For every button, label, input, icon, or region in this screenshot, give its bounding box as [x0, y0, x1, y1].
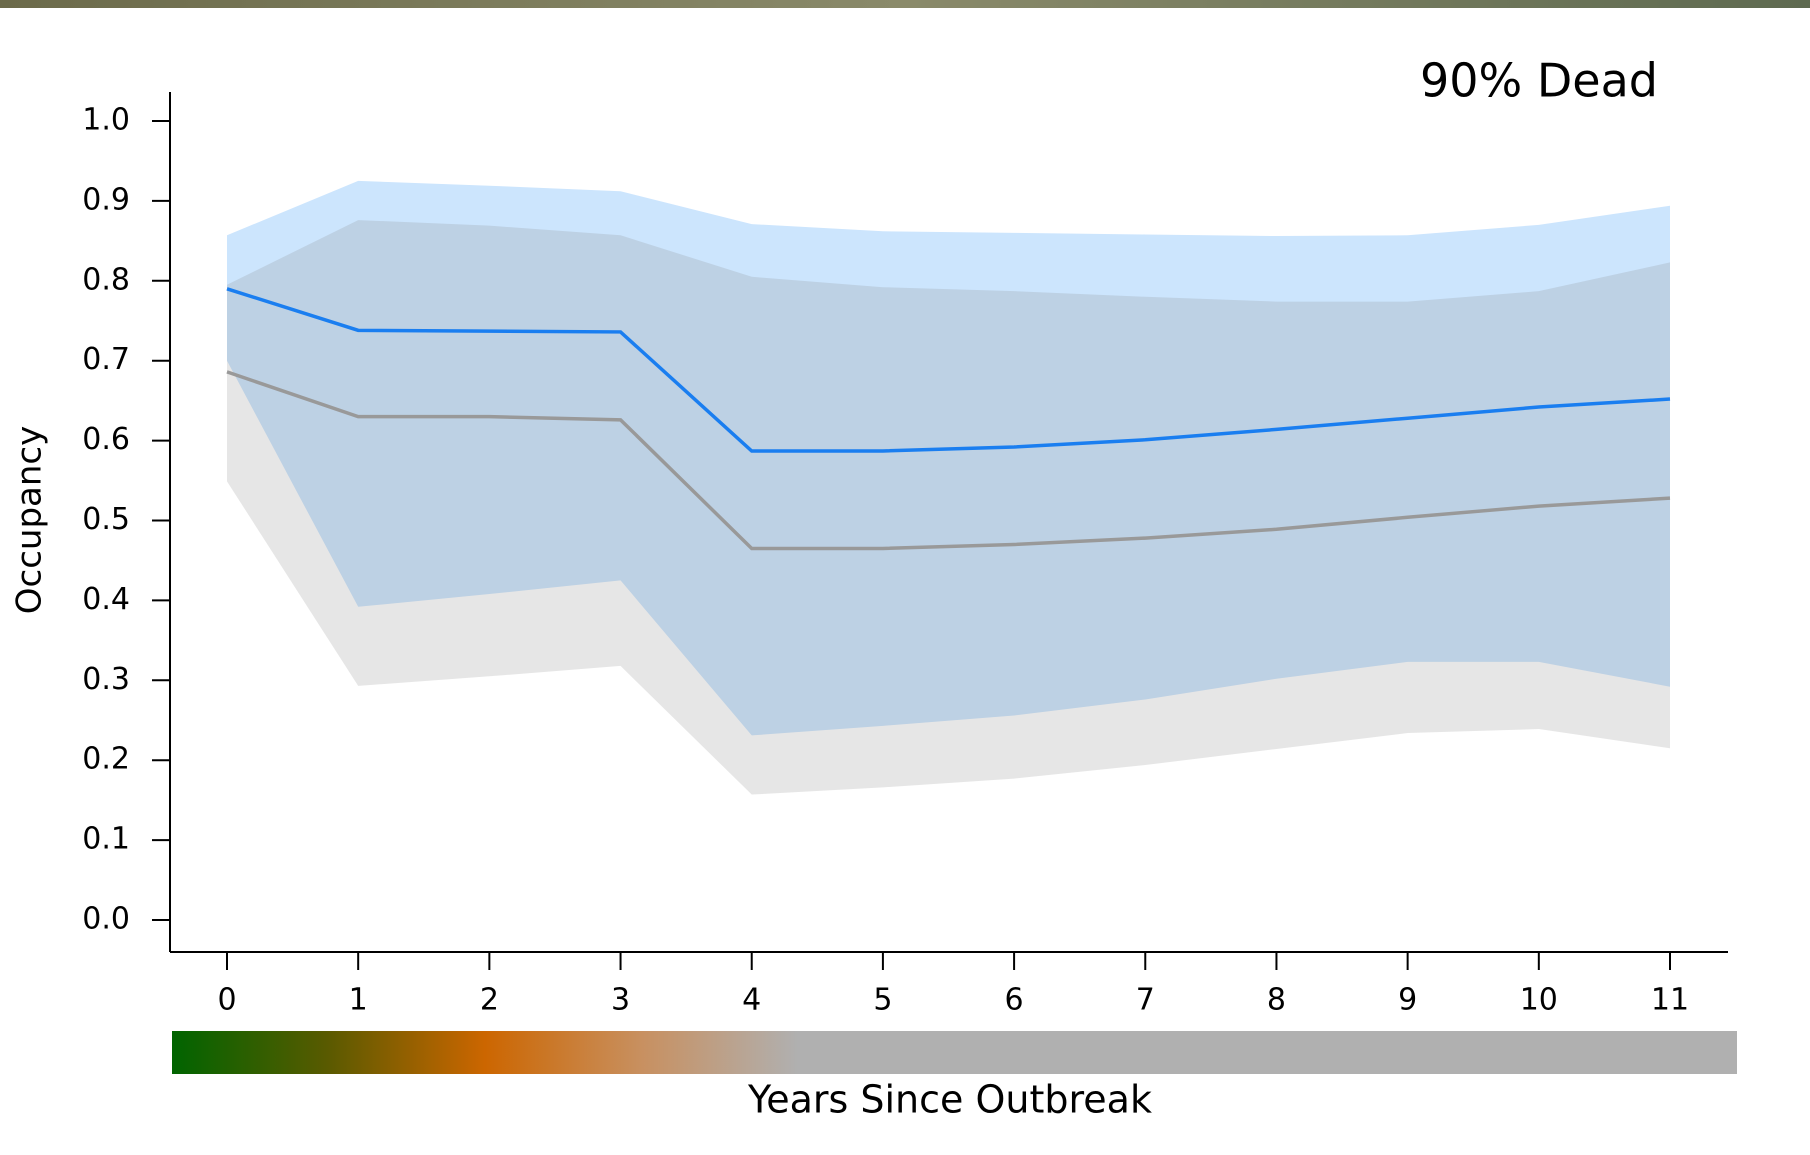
x-tick-label: 8 [1267, 983, 1286, 1018]
confidence-band [227, 180, 1670, 736]
y-tick-label: 0.8 [82, 262, 130, 297]
x-tick-label: 10 [1520, 983, 1558, 1018]
time-gradient-bar [172, 1031, 1737, 1074]
x-axis-label: Years Since Outbreak [747, 1078, 1152, 1122]
x-tick-label: 2 [480, 983, 499, 1018]
x-tick-label: 11 [1651, 983, 1689, 1018]
y-tick-label: 0.5 [82, 502, 130, 537]
photo-strip [0, 0, 1810, 8]
x-tick-label: 5 [873, 983, 892, 1018]
y-tick-label: 0.7 [82, 342, 130, 377]
x-tick-label: 6 [1005, 983, 1024, 1018]
x-tick-label: 4 [742, 983, 761, 1018]
chart-title: 90% Dead [1420, 54, 1658, 108]
y-tick-label: 0.6 [82, 422, 130, 457]
y-tick-label: 0.9 [82, 182, 130, 217]
y-tick-label: 1.0 [82, 103, 130, 138]
confidence-band [227, 220, 1670, 795]
x-tick-label: 1 [349, 983, 368, 1018]
x-tick-label: 7 [1136, 983, 1155, 1018]
x-tick-label: 9 [1398, 983, 1417, 1018]
series-line [226, 287, 1671, 453]
y-tick-label: 0.3 [82, 662, 130, 697]
x-tick-label: 3 [611, 983, 630, 1018]
y-tick-label: 0.0 [82, 902, 130, 937]
x-tick-label: 0 [217, 983, 236, 1018]
y-axis-label: Occupancy [10, 426, 50, 614]
y-tick-label: 0.4 [82, 582, 130, 617]
series-line [226, 370, 1671, 551]
y-tick-label: 0.2 [82, 742, 130, 777]
y-tick-label: 0.1 [82, 822, 130, 857]
plot-area [226, 180, 1671, 795]
